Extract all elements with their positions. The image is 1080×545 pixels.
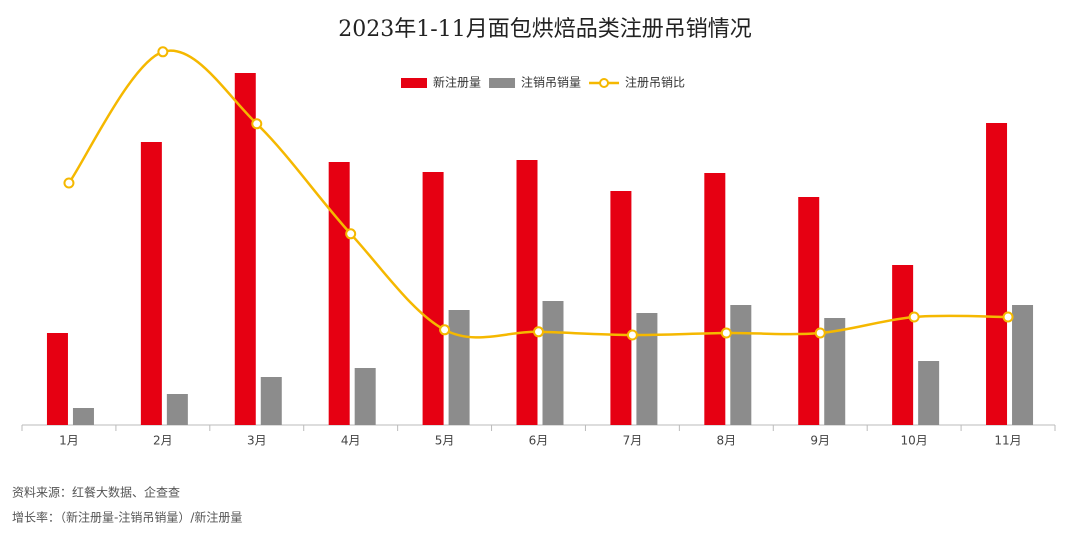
bar	[798, 197, 820, 425]
ratio-marker	[251, 118, 263, 130]
ratio-marker	[1002, 311, 1014, 323]
bar	[422, 172, 444, 425]
ratio-marker	[157, 46, 169, 58]
x-tick-label: 5月	[435, 434, 455, 448]
ratio-marker	[908, 311, 920, 323]
bar	[260, 377, 282, 425]
bar	[986, 123, 1008, 425]
x-tick-label: 1月	[59, 434, 79, 448]
x-tick-label: 3月	[247, 434, 267, 448]
x-tick-label: 6月	[529, 434, 549, 448]
ratio-line	[67, 49, 1009, 339]
bar	[704, 173, 726, 425]
x-tick-label: 10月	[900, 434, 927, 448]
bar	[328, 162, 350, 425]
formula-note: 增长率：（新注册量-注销吊销量）/新注册量	[12, 510, 242, 525]
legend-swatch	[489, 78, 516, 88]
bar	[516, 160, 538, 425]
legend-label: 注册吊销比	[625, 75, 685, 90]
x-tick-label: 9月	[810, 434, 830, 448]
ratio-marker	[533, 326, 544, 338]
legend-swatch	[401, 78, 427, 88]
legend-marker	[599, 78, 610, 88]
bar	[610, 191, 632, 425]
bar	[542, 301, 564, 425]
ratio-marker	[345, 228, 357, 240]
source-note: 资料来源：红餐大数据、企查查	[12, 485, 180, 500]
bar	[46, 333, 68, 425]
bar	[166, 394, 188, 425]
ratio-marker	[439, 324, 451, 336]
legend-label: 新注册量	[433, 75, 481, 90]
bar	[140, 142, 162, 425]
x-tick-label: 4月	[341, 434, 361, 448]
ratio-marker	[814, 327, 826, 339]
bar	[824, 318, 846, 425]
x-tick-label: 11月	[994, 434, 1021, 448]
ratio-marker	[720, 327, 732, 339]
x-tick-label: 8月	[716, 434, 736, 448]
bar	[892, 265, 914, 425]
chart-title: 2023年1-11月面包烘焙品类注册吊销情况	[338, 17, 751, 42]
ratio-marker	[626, 329, 638, 341]
legend-label: 注销吊销量	[521, 75, 581, 90]
bar	[448, 310, 470, 425]
bar	[72, 408, 94, 425]
bar	[918, 361, 940, 425]
bar	[354, 368, 376, 425]
bar	[1012, 305, 1034, 425]
bar	[636, 313, 658, 425]
bar	[730, 305, 752, 425]
bar	[234, 73, 256, 425]
x-tick-label: 2月	[153, 434, 173, 448]
ratio-marker	[63, 177, 75, 189]
x-tick-label: 7月	[623, 434, 643, 448]
